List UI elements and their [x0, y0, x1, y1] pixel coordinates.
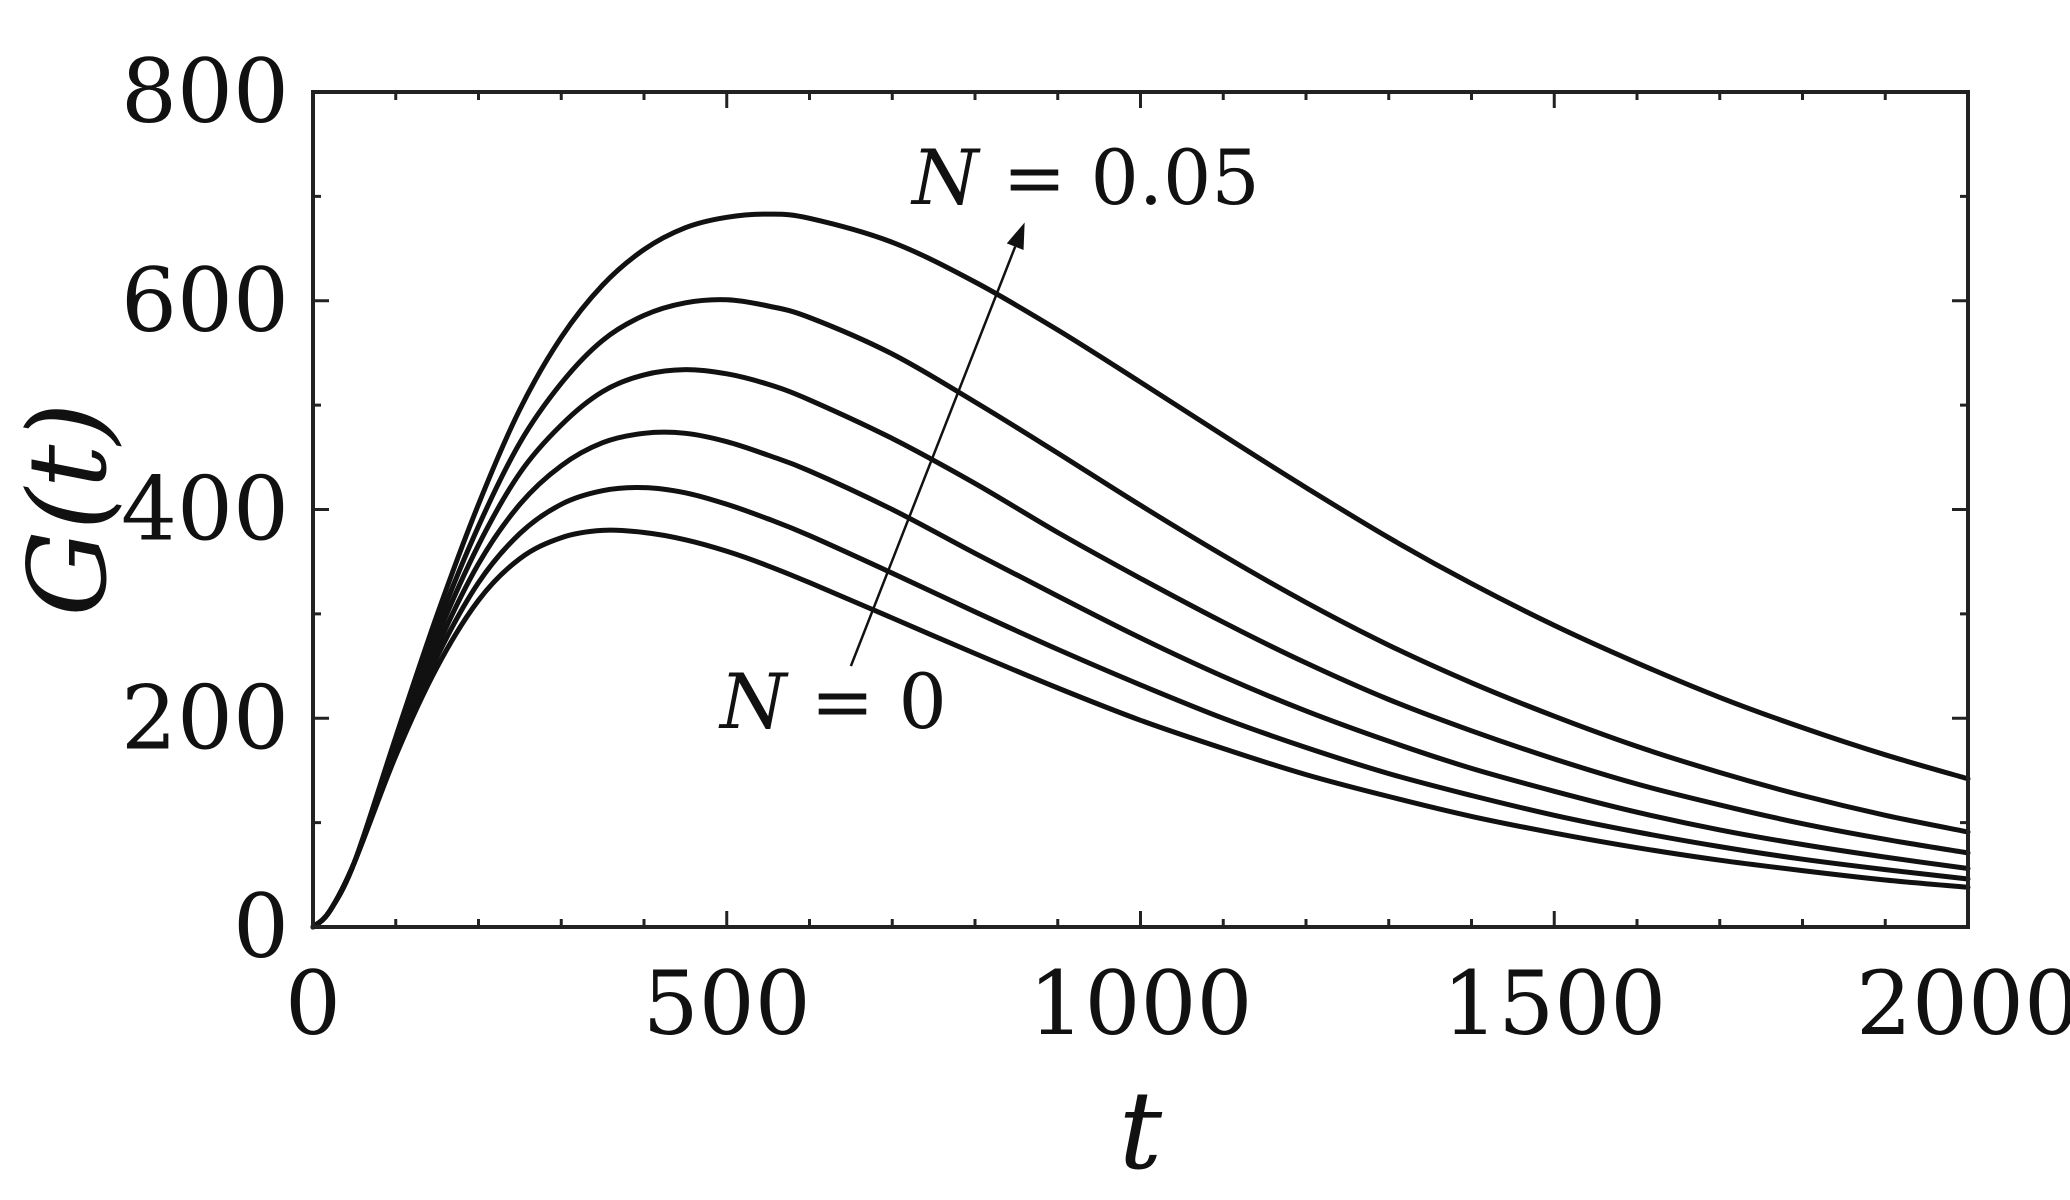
- y-tick-label: 600: [121, 249, 289, 352]
- y-tick-label: 200: [121, 666, 289, 769]
- x-tick-label: 2000: [1856, 952, 2070, 1055]
- x-tick-label: 1500: [1442, 952, 1666, 1055]
- annotation-n-lower: N = 0: [718, 657, 947, 746]
- annotation-n-lower-value: 0: [899, 657, 947, 746]
- annotation-n-upper-value: 0.05: [1091, 133, 1260, 222]
- annotation-arrow: [849, 222, 1025, 667]
- series-line-4: [310, 367, 1971, 930]
- x-tick-label: 0: [285, 952, 341, 1055]
- series-line-6: [310, 211, 1971, 930]
- x-axis-label: t: [1119, 1069, 1163, 1194]
- series-line-2: [310, 485, 1971, 930]
- y-tick-label: 800: [121, 40, 289, 143]
- series-line-5: [310, 297, 1971, 930]
- annotation-n-upper-prefix: N =: [910, 133, 1091, 222]
- y-tick-label: 400: [121, 458, 289, 561]
- annotation-arrow-line: [849, 246, 1017, 667]
- x-tick-label: 1000: [1029, 952, 1253, 1055]
- series-layer: [310, 211, 1971, 930]
- series-line-3: [310, 429, 1971, 930]
- annotation-n-upper: N = 0.05: [910, 133, 1260, 222]
- y-tick-label: 0: [233, 875, 289, 978]
- x-tick-label: 500: [643, 952, 811, 1055]
- annotation-n-lower-prefix: N =: [718, 657, 899, 746]
- plot-frame: [311, 90, 1970, 929]
- tick-labels-layer: 0 500 1000 1500 2000 0 200 400 600 800: [121, 40, 2070, 1055]
- y-axis-label: G(t): [6, 403, 131, 617]
- annotation-arrow-head: [1006, 222, 1025, 250]
- series-line-1: [310, 527, 1971, 930]
